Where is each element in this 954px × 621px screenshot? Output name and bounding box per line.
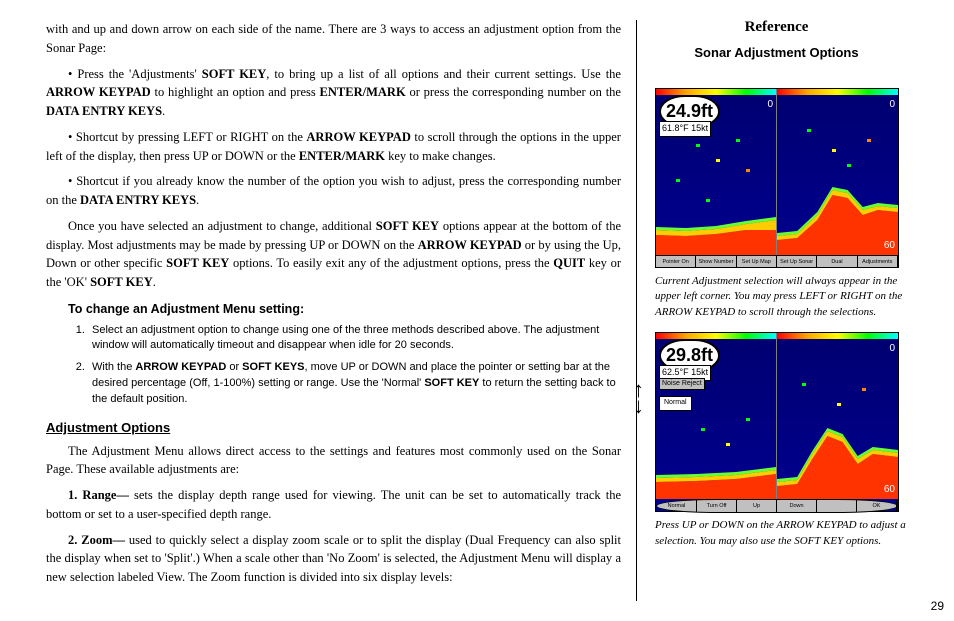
paragraph-softkey-options: Once you have selected an adjustment to … xyxy=(46,217,621,292)
caption-2: Press UP or DOWN on the ARROW KEYPAD to … xyxy=(655,518,916,549)
scale-top-2: 0 xyxy=(889,341,895,356)
softkey: Set Up Map xyxy=(737,256,777,267)
text: Shortcut by pressing LEFT or RIGHT on th… xyxy=(76,130,307,144)
zoom-label: 2. Zoom— xyxy=(68,533,125,547)
quit-key-label: QUIT xyxy=(553,256,585,270)
softkey xyxy=(817,500,857,512)
text: used to quickly select a display zoom sc… xyxy=(46,533,621,585)
heading-change-setting: To change an Adjustment Menu setting: xyxy=(68,300,621,319)
text: . xyxy=(162,104,165,118)
text: or press the corresponding number on the xyxy=(406,85,621,99)
data-entry-keys-label: DATA ENTRY KEYS xyxy=(80,193,196,207)
text: sets the display depth range used for vi… xyxy=(46,488,621,521)
enter-mark-label: ENTER/MARK xyxy=(320,85,406,99)
softkey: Set Up Sonar xyxy=(777,256,817,267)
softkey: Pointer On xyxy=(656,256,696,267)
text: . xyxy=(196,193,199,207)
scale-top-r: 0 xyxy=(889,97,895,112)
scale-bot-r: 60 xyxy=(884,238,895,253)
soft-keys-label: SOFT KEYS xyxy=(242,361,304,373)
softkey: Turn Off xyxy=(697,500,737,512)
text: Press the 'Adjustments' xyxy=(77,67,201,81)
reference-title: Reference xyxy=(637,16,916,39)
sonar-screenshot-1: 24.9ft 61.8°F 15kt 0 xyxy=(655,88,916,320)
caption-1: Current Adjustment selection will always… xyxy=(655,274,916,320)
softkey: Down xyxy=(777,500,817,512)
intro-paragraph: with and up and down arrow on each side … xyxy=(46,20,621,58)
softkey: Up xyxy=(737,500,777,512)
soft-key-label: SOFT KEY xyxy=(376,219,439,233)
main-column: with and up and down arrow on each side … xyxy=(46,20,636,601)
softkey-bar-2: Normal Turn Off Up Down OK xyxy=(656,499,898,513)
step-2: With the ARROW KEYPAD or SOFT KEYS, move… xyxy=(88,360,621,408)
softkey: Adjustments xyxy=(858,256,898,267)
scale-bot-2: 60 xyxy=(884,482,895,497)
data-entry-keys-label: DATA ENTRY KEYS xyxy=(46,104,162,118)
updown-arrows-icon: ↑↓ xyxy=(633,382,644,413)
page-number: 29 xyxy=(931,597,944,615)
enter-mark-label: ENTER/MARK xyxy=(299,149,385,163)
softkey: Show Number xyxy=(696,256,736,267)
softkey: Normal xyxy=(657,500,697,512)
numbered-steps: Select an adjustment option to change us… xyxy=(88,323,621,409)
softkey: OK xyxy=(857,500,897,512)
text: , to bring up a list of all options and … xyxy=(266,67,621,81)
bullet-1: • Press the 'Adjustments' SOFT KEY, to b… xyxy=(46,65,621,121)
soft-key-label: SOFT KEY xyxy=(166,256,229,270)
text: options. To easily exit any of the adjus… xyxy=(229,256,553,270)
option-range: 1. Range— sets the display depth range u… xyxy=(46,486,621,524)
soft-key-label: SOFT KEY xyxy=(202,67,267,81)
bullet-2: • Shortcut by pressing LEFT or RIGHT on … xyxy=(46,128,621,166)
text: to highlight an option and press xyxy=(151,85,320,99)
softkey-bar-1: Pointer On Show Number Set Up Map Set Up… xyxy=(656,255,898,267)
soft-key-label: SOFT KEY xyxy=(424,377,479,389)
step-1: Select an adjustment option to change us… xyxy=(88,323,621,355)
arrow-keypad-label: ARROW KEYPAD xyxy=(306,130,410,144)
sonar-screenshot-2: ↑↓ 29.8ft 62.5°F 15kt Noise Reject Norma… xyxy=(655,332,916,549)
text: or xyxy=(226,361,242,373)
range-label: 1. Range— xyxy=(68,488,129,502)
adjustment-options-intro: The Adjustment Menu allows direct access… xyxy=(46,442,621,480)
heading-adjustment-options: Adjustment Options xyxy=(46,418,621,438)
soft-key-label: SOFT KEY xyxy=(90,275,153,289)
text: Once you have selected an adjustment to … xyxy=(68,219,376,233)
softkey: Dual xyxy=(817,256,857,267)
scale-top: 0 xyxy=(767,97,773,112)
sidebar-column: Reference Sonar Adjustment Options 24.9f… xyxy=(636,20,916,601)
arrow-keypad-label: ARROW KEYPAD xyxy=(46,85,151,99)
arrow-keypad-label: ARROW KEYPAD xyxy=(418,238,522,252)
text: key to make changes. xyxy=(385,149,496,163)
reference-subtitle: Sonar Adjustment Options xyxy=(637,43,916,63)
text: With the xyxy=(92,361,135,373)
text: . xyxy=(153,275,156,289)
arrow-keypad-label: ARROW KEYPAD xyxy=(135,361,226,373)
bullet-3: • Shortcut if you already know the numbe… xyxy=(46,172,621,210)
reference-header: Reference Sonar Adjustment Options xyxy=(637,16,916,70)
option-zoom: 2. Zoom— used to quickly select a displa… xyxy=(46,531,621,587)
